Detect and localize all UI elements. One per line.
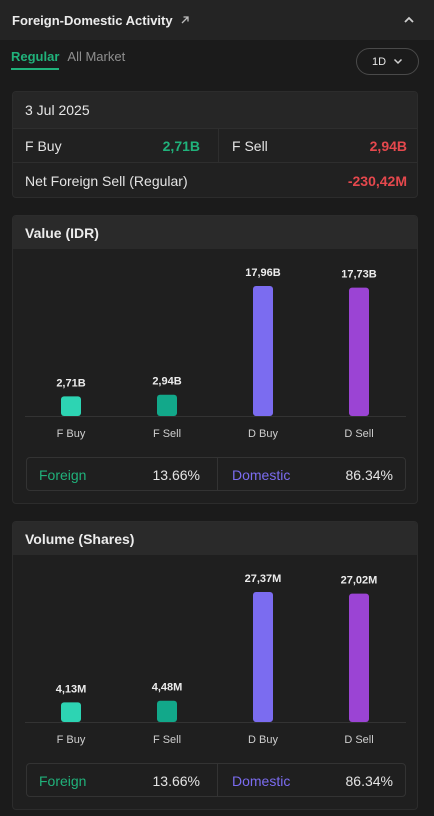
- bar-f-buy: [61, 396, 81, 416]
- bar-value-label: 17,73B: [341, 269, 377, 281]
- bar-value-label: 4,13M: [56, 683, 87, 695]
- summary-date: 3 Jul 2025: [13, 92, 417, 129]
- bar-f-sell: [157, 394, 177, 416]
- tab-regular[interactable]: Regular: [11, 49, 60, 70]
- bar-d-sell: [349, 287, 369, 416]
- divider: [217, 458, 218, 490]
- chevron-down-icon: [394, 58, 403, 65]
- summary-card: 3 Jul 2025 F Buy 2,71B F Sell 2,94B Net …: [12, 91, 418, 198]
- net-foreign-value: -230,42M: [347, 173, 407, 189]
- category-label: D Buy: [248, 428, 278, 440]
- category-label: F Buy: [57, 734, 86, 746]
- domestic-label: Domestic: [232, 773, 291, 789]
- volume-panel-title: Volume (Shares): [13, 522, 417, 555]
- foreign-pct: 13.66%: [152, 467, 200, 483]
- header-title: Foreign-Domestic Activity: [12, 12, 173, 28]
- category-label: F Sell: [153, 734, 181, 746]
- bar-value-label: 4,48M: [152, 682, 183, 694]
- foreign-label: Foreign: [39, 773, 87, 789]
- tab-all-market[interactable]: All Market: [67, 49, 126, 64]
- f-sell-label: F Sell: [232, 138, 268, 154]
- domestic-pct: 86.34%: [345, 467, 393, 483]
- bar-d-buy: [253, 592, 273, 722]
- foreign-pct: 13.66%: [152, 773, 200, 789]
- value-bar-chart: 2,71B F Buy 2,94B F Sell 17,96B D Buy 17,73B D …: [25, 267, 406, 440]
- bar-f-buy: [61, 702, 81, 722]
- bar-value-label: 2,71B: [56, 377, 85, 389]
- external-link-icon[interactable]: [179, 14, 191, 26]
- foreign-label: Foreign: [39, 467, 87, 483]
- chevron-up-icon[interactable]: [402, 14, 416, 26]
- bar-value-label: 2,94B: [152, 376, 181, 388]
- category-label: F Buy: [57, 428, 86, 440]
- category-label: D Sell: [344, 734, 373, 746]
- volume-bar-chart: 4,13M F Buy 4,48M F Sell 27,37M D Buy 27,02M D …: [25, 573, 406, 746]
- value-panel: Value (IDR) 2,71B F Buy 2,94B F Sell 17,96B D…: [12, 215, 418, 504]
- summary-buy-sell-row: F Buy 2,71B F Sell 2,94B: [13, 129, 417, 163]
- f-buy-value: 2,71B: [162, 138, 200, 154]
- period-select[interactable]: 1D: [356, 48, 419, 75]
- bar-value-label: 27,37M: [245, 573, 282, 585]
- period-select-value: 1D: [371, 55, 387, 68]
- value-panel-title: Value (IDR): [13, 216, 417, 249]
- f-buy-label: F Buy: [25, 138, 62, 154]
- volume-split-summary: Foreign 13.66% Domestic 86.34%: [26, 763, 406, 797]
- domestic-pct: 86.34%: [345, 773, 393, 789]
- category-label: F Sell: [153, 428, 181, 440]
- divider: [217, 764, 218, 796]
- volume-panel: Volume (Shares) 4,13M F Buy 4,48M F Sell 27,…: [12, 521, 418, 810]
- f-sell-value: 2,94B: [369, 138, 407, 154]
- net-foreign-label: Net Foreign Sell (Regular): [25, 173, 188, 189]
- divider: [218, 129, 219, 163]
- bar-f-sell: [157, 700, 177, 722]
- summary-net-row: Net Foreign Sell (Regular) -230,42M: [13, 164, 417, 197]
- value-split-summary: Foreign 13.66% Domestic 86.34%: [26, 457, 406, 491]
- category-label: D Sell: [344, 428, 373, 440]
- category-label: D Buy: [248, 734, 278, 746]
- domestic-label: Domestic: [232, 467, 291, 483]
- bar-value-label: 27,02M: [341, 575, 378, 587]
- panel-header: Foreign-Domestic Activity: [0, 0, 434, 40]
- bar-d-buy: [253, 286, 273, 416]
- bar-d-sell: [349, 593, 369, 722]
- market-tabs: Regular All Market: [11, 49, 125, 70]
- bar-value-label: 17,96B: [245, 267, 281, 279]
